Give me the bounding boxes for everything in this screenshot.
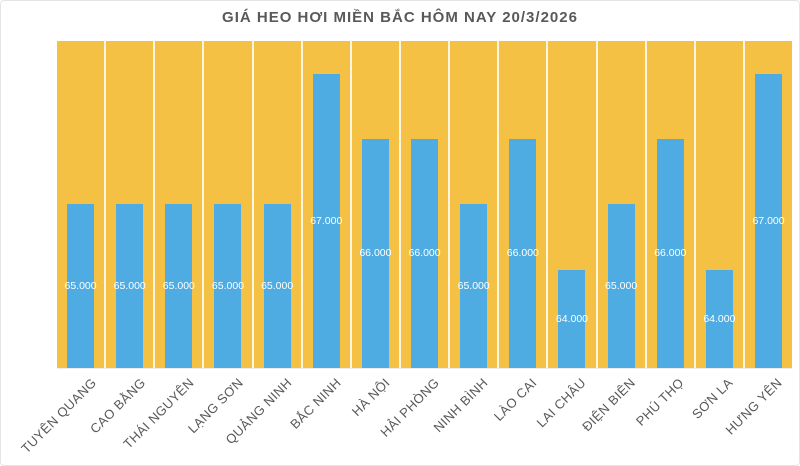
x-axis-label: PHÚ THỌ bbox=[633, 375, 688, 429]
bar-value-label: 65.000 bbox=[211, 279, 245, 292]
bar-value-label: 64.000 bbox=[555, 312, 589, 325]
category-column: 67.000 bbox=[745, 41, 792, 368]
bar: 65.000 bbox=[457, 204, 490, 368]
bar-value-label: 66.000 bbox=[506, 247, 539, 260]
x-axis-label: QUẢNG NINH bbox=[222, 375, 296, 448]
x-axis-label: HƯNG YÊN bbox=[722, 375, 786, 438]
category-column: 66.000 bbox=[647, 41, 696, 368]
bar: 65.000 bbox=[113, 204, 146, 368]
category-column: 66.000 bbox=[401, 41, 451, 368]
bar: 65.000 bbox=[162, 204, 195, 368]
bar-value-label: 65.000 bbox=[457, 279, 490, 292]
category-column: 66.000 bbox=[499, 41, 549, 368]
bar: 66.000 bbox=[654, 139, 687, 368]
bar-value-label: 65.000 bbox=[605, 279, 638, 292]
bar: 65.000 bbox=[605, 204, 638, 368]
bar: 65.000 bbox=[261, 204, 294, 368]
category-column: 65.000 bbox=[254, 41, 303, 368]
x-axis-label: ĐIỆN BIÊN bbox=[578, 375, 639, 435]
bar-value-label: 67.000 bbox=[310, 214, 343, 227]
x-axis-label: CAO BẰNG bbox=[86, 375, 149, 437]
category-column: 65.000 bbox=[155, 41, 205, 368]
category-column: 67.000 bbox=[303, 41, 352, 368]
bar: 65.000 bbox=[64, 204, 97, 368]
x-axis-label: LAI CHÂU bbox=[533, 375, 590, 431]
bar-value-label: 64.000 bbox=[703, 312, 736, 325]
category-column: 64.000 bbox=[696, 41, 745, 368]
bar-value-label: 65.000 bbox=[261, 279, 294, 292]
bar: 65.000 bbox=[211, 204, 245, 368]
category-column: 65.000 bbox=[57, 41, 107, 368]
x-axis-label: TUYÊN QUANG bbox=[17, 375, 100, 457]
bar-value-label: 65.000 bbox=[113, 279, 146, 292]
plot-area: 65.000 65.000 65.000 65.000 65.000 67.000 66.0… bbox=[57, 41, 792, 369]
bar: 67.000 bbox=[310, 74, 343, 368]
category-column: 65.000 bbox=[106, 41, 156, 368]
bar-value-label: 65.000 bbox=[162, 279, 195, 292]
bar-value-label: 65.000 bbox=[64, 279, 97, 292]
x-axis-label: HÀ NỘI bbox=[349, 375, 394, 419]
category-column: 65.000 bbox=[204, 41, 254, 368]
bar-value-label: 66.000 bbox=[408, 247, 441, 260]
x-axis-label: LÀO CAI bbox=[491, 375, 541, 424]
x-axis-label: LẠNG SƠN bbox=[184, 375, 247, 437]
x-axis-label: THÁI NGUYÊN bbox=[120, 375, 198, 452]
bar-value-label: 66.000 bbox=[654, 247, 687, 260]
chart-title: GIÁ HEO HƠI MIỀN BẮC HÔM NAY 20/3/2026 bbox=[222, 9, 578, 26]
x-axis-label: NINH BÌNH bbox=[430, 375, 492, 436]
category-column: 65.000 bbox=[598, 41, 647, 368]
bar: 67.000 bbox=[752, 74, 785, 368]
bar: 66.000 bbox=[359, 139, 392, 368]
bar: 64.000 bbox=[555, 270, 589, 368]
category-column: 66.000 bbox=[352, 41, 401, 368]
category-column: 65.000 bbox=[450, 41, 500, 368]
bar: 66.000 bbox=[506, 139, 539, 368]
x-axis-label: BẮC NINH bbox=[287, 375, 345, 432]
bar-value-label: 67.000 bbox=[752, 214, 785, 227]
x-axis-label: SƠN LA bbox=[689, 375, 737, 422]
bar-value-label: 66.000 bbox=[359, 247, 392, 260]
category-column: 64.000 bbox=[548, 41, 598, 368]
x-axis-label: HẢI PHÒNG bbox=[377, 375, 443, 440]
bar: 64.000 bbox=[703, 270, 736, 368]
bar: 66.000 bbox=[408, 139, 441, 368]
